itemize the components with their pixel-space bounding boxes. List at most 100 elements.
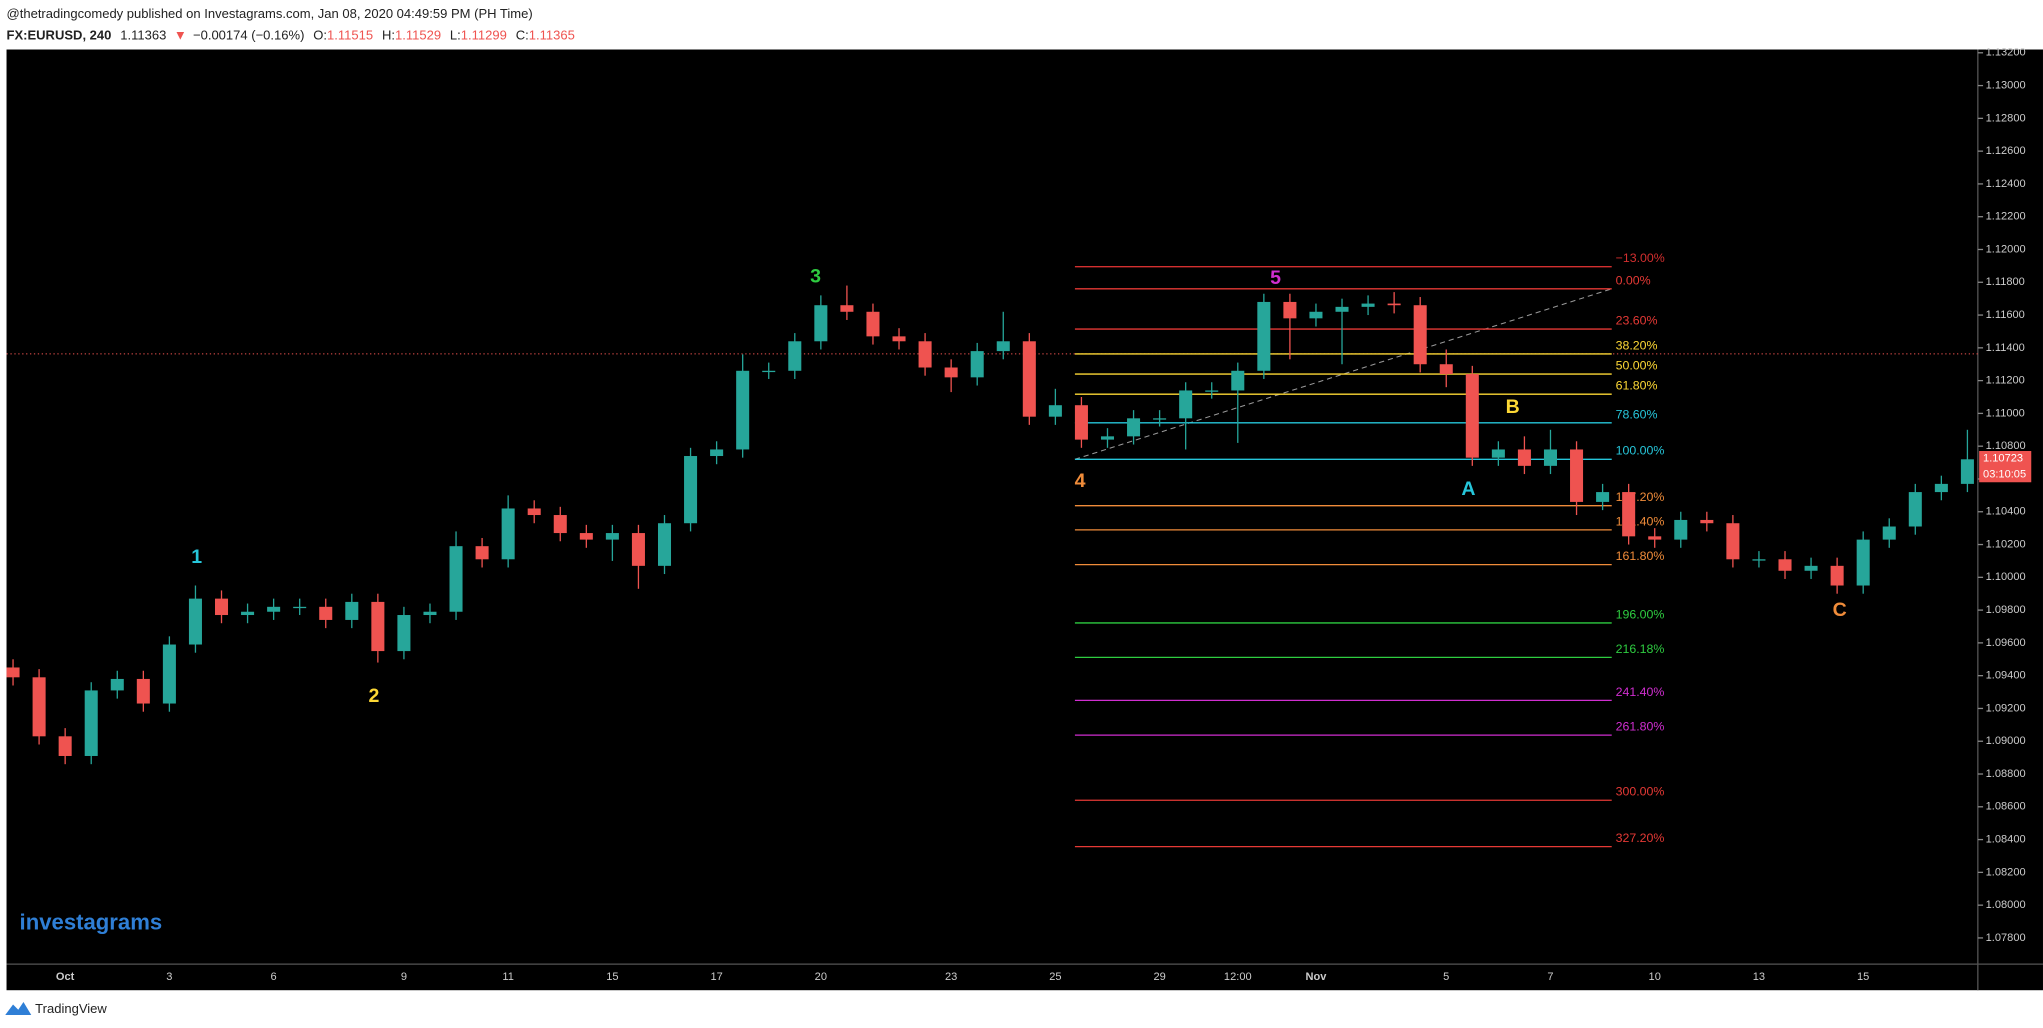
- candle-body: [1648, 536, 1662, 540]
- candle-body: [579, 533, 593, 540]
- candle-body: [814, 305, 828, 342]
- x-tick-label: 10: [1649, 971, 1661, 983]
- candle-body: [710, 449, 724, 457]
- symbol: FX:EURUSD, 240: [7, 28, 112, 43]
- candle-body: [423, 611, 437, 616]
- wave-label: B: [1506, 396, 1520, 418]
- candle-body: [1596, 492, 1610, 502]
- y-tick-label: 1.10000: [1986, 571, 2026, 583]
- y-tick-label: 1.09600: [1986, 637, 2026, 649]
- fib-label: 161.80%: [1616, 549, 1665, 563]
- candle-body: [1882, 526, 1896, 540]
- fib-label: 100.00%: [1616, 444, 1665, 458]
- candle-body: [1231, 370, 1245, 391]
- x-tick-label: 17: [710, 971, 722, 983]
- plot: 1.07800 1.08000 1.08200 1.08400 1.08600 1.088…: [6, 47, 2032, 983]
- y-tick-label: 1.09000: [1986, 735, 2026, 747]
- y-tick-label: 1.08200: [1986, 866, 2026, 878]
- tradingview-logo: [5, 1001, 32, 1015]
- candle-body: [1361, 303, 1375, 307]
- x-tick-label: 23: [945, 971, 957, 983]
- candle-body: [1179, 390, 1193, 419]
- x-tick-label: 13: [1753, 971, 1765, 983]
- candle-body: [892, 336, 906, 342]
- y-tick-label: 1.09800: [1986, 604, 2026, 616]
- candle-body: [1100, 436, 1115, 440]
- candle-body: [1335, 306, 1349, 312]
- x-tick-label: Nov: [1306, 971, 1328, 983]
- y-tick-label: 1.11800: [1986, 276, 2025, 288]
- y-tick-label: 1.10200: [1986, 538, 2026, 550]
- publisher: @thetradingcomedy published on Investagr…: [7, 6, 533, 21]
- candle-body: [1908, 492, 1922, 527]
- candle-body: [996, 341, 1010, 352]
- o: 1.11515: [327, 28, 373, 43]
- fib-label: 23.60%: [1616, 314, 1658, 328]
- arrow: ▼: [174, 28, 187, 43]
- candle-body: [1465, 374, 1479, 458]
- candle-body: [605, 533, 619, 540]
- candle-body: [1439, 364, 1453, 375]
- x-tick-label: 9: [401, 971, 407, 983]
- candle-body: [1413, 305, 1427, 365]
- candle-body: [944, 367, 958, 378]
- candle-body: [1700, 519, 1714, 524]
- y-tick-label: 1.09400: [1986, 670, 2026, 682]
- c-label: C:: [516, 28, 529, 43]
- h-label: H:: [382, 28, 395, 43]
- candle-body: [1726, 523, 1740, 560]
- fib-label: 78.60%: [1616, 407, 1658, 421]
- fib-label: 0.00%: [1616, 273, 1651, 287]
- c: 1.11365: [529, 28, 575, 43]
- y-tick-label: 1.12200: [1986, 211, 2026, 223]
- fib-label: 38.20%: [1616, 338, 1658, 352]
- x-tick-label: 12:00: [1224, 971, 1252, 983]
- chart-area: [6, 49, 2043, 991]
- y-tick-label: 1.12600: [1986, 145, 2026, 157]
- fib-label: 300.00%: [1616, 785, 1665, 799]
- candle-body: [6, 667, 20, 678]
- candle-body: [1309, 311, 1323, 319]
- last-price-label: 1.10723: [1983, 453, 2023, 465]
- candle-body: [918, 341, 932, 368]
- x-tick-label: 15: [1857, 971, 1869, 983]
- candle-body: [267, 606, 281, 612]
- y-tick-label: 1.08600: [1986, 801, 2026, 813]
- candle-body: [501, 508, 515, 560]
- x-tick-label: 6: [271, 971, 277, 983]
- candle-body: [293, 606, 307, 609]
- candle-body: [110, 678, 124, 691]
- y-tick-label: 1.11400: [1986, 342, 2025, 354]
- y-tick-label: 1.10800: [1986, 440, 2026, 452]
- fib-label: 196.00%: [1616, 607, 1665, 621]
- candle-body: [136, 678, 150, 704]
- y-tick-label: 1.13200: [1986, 47, 2026, 59]
- footer: TradingView: [35, 1001, 107, 1016]
- candle-body: [866, 311, 880, 337]
- candle-body: [449, 546, 463, 612]
- candle-body: [1048, 405, 1062, 417]
- x-tick-label: 7: [1547, 971, 1553, 983]
- candle-body: [1127, 418, 1141, 437]
- candle-body: [397, 615, 411, 652]
- fib-label: 241.40%: [1616, 685, 1665, 699]
- candle-body: [1283, 301, 1297, 319]
- l: 1.11299: [461, 28, 507, 43]
- candle-body: [736, 370, 750, 450]
- wave-label: C: [1833, 599, 1847, 621]
- candle-body: [345, 601, 359, 620]
- candle-body: [241, 611, 255, 616]
- x-tick-label: 11: [502, 971, 513, 983]
- candle-body: [84, 690, 98, 756]
- candle-body: [1257, 301, 1271, 371]
- candle-body: [1517, 449, 1531, 466]
- wave-label: 5: [1270, 267, 1281, 289]
- x-tick-label: 25: [1049, 971, 1061, 983]
- candle-body: [162, 644, 176, 704]
- x-tick-label: 3: [166, 971, 172, 983]
- candle-body: [1543, 449, 1557, 466]
- wave-label: 2: [369, 685, 380, 707]
- candle-body: [1934, 483, 1948, 493]
- candle-body: [553, 515, 567, 534]
